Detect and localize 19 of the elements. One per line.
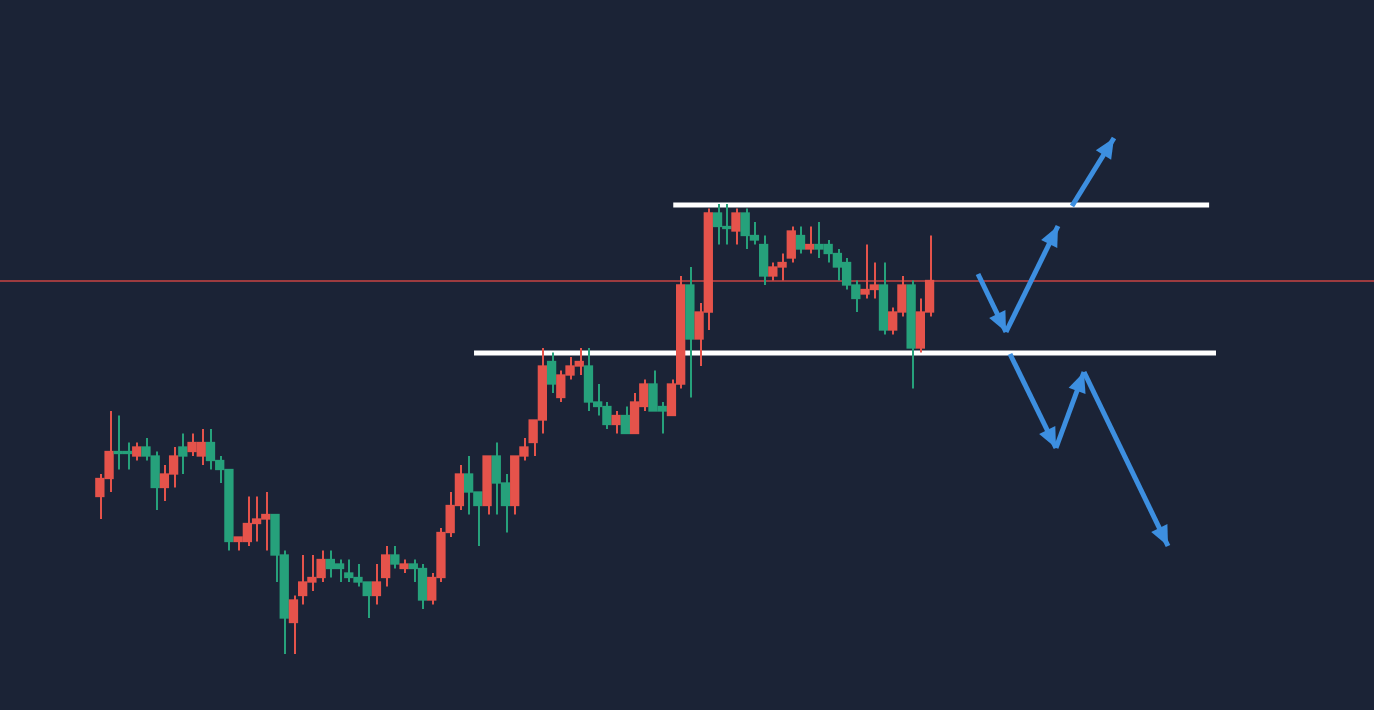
candlestick bbox=[795, 225, 806, 255]
candlestick bbox=[805, 225, 815, 255]
candlestick bbox=[251, 495, 262, 543]
candlestick bbox=[878, 261, 889, 336]
candlestick bbox=[841, 257, 852, 291]
candlestick bbox=[611, 410, 621, 435]
candlestick bbox=[334, 558, 345, 583]
candlestick bbox=[178, 432, 188, 475]
candlestick bbox=[583, 347, 594, 412]
candlestick bbox=[390, 545, 400, 570]
candlestick bbox=[832, 248, 843, 282]
candlestick bbox=[417, 563, 428, 610]
candlestick bbox=[205, 428, 216, 471]
candlestick bbox=[731, 207, 741, 246]
candlestick bbox=[288, 594, 299, 655]
candlestick bbox=[620, 405, 630, 435]
candlestick bbox=[712, 203, 723, 246]
candlestick bbox=[546, 351, 557, 394]
candlestick bbox=[463, 455, 474, 516]
